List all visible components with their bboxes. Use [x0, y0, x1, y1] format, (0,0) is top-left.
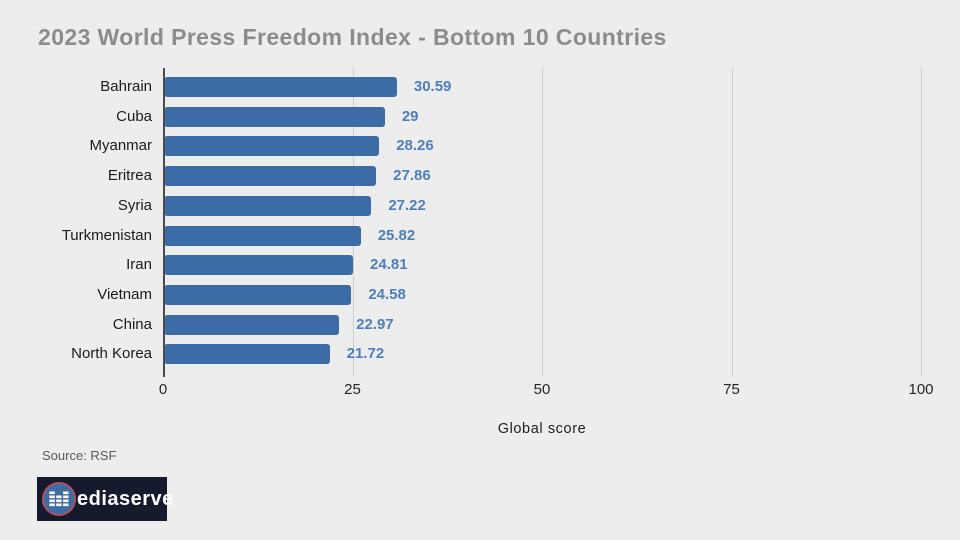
- bar: [165, 195, 372, 216]
- value-label: 21.72: [346, 345, 385, 363]
- chart-row: North Korea 21.72: [71, 339, 921, 369]
- value-label: 29: [401, 107, 419, 125]
- x-axis-title: Global score: [497, 421, 587, 437]
- bar: [165, 106, 385, 127]
- chart-row: Vietnam 24.58: [97, 280, 921, 310]
- category-label: Bahrain: [100, 78, 152, 95]
- category-label: Vietnam: [97, 285, 152, 303]
- category-label: Syria: [117, 196, 152, 214]
- bar: [165, 77, 397, 97]
- category-label: Eritrea: [107, 167, 152, 185]
- plot-area: Bahrain 30.59 Cuba 29 Myanmar 28.26 Eritrea 27.…: [62, 68, 922, 377]
- chart-row: Turkmenistan 25.82: [62, 221, 921, 251]
- source-note: Source: RSF: [42, 448, 117, 463]
- chart-title: 2023 World Press Freedom Index - Bottom …: [38, 24, 667, 50]
- value-label: 28.26: [396, 137, 434, 155]
- chart-row: Cuba 29: [116, 102, 921, 132]
- x-tick-label: 25: [344, 381, 361, 398]
- chart-row: Myanmar 28.26: [89, 131, 921, 161]
- bar: [165, 314, 340, 335]
- category-label: Iran: [126, 256, 152, 274]
- category-label: China: [112, 315, 152, 333]
- x-tick-label: 50: [533, 381, 551, 398]
- bar: [165, 166, 377, 187]
- category-label: North Korea: [71, 345, 152, 363]
- bar: [165, 255, 354, 276]
- value-label: 22.97: [356, 315, 394, 333]
- x-tick-label: 75: [723, 381, 740, 398]
- value-label: 25.82: [377, 226, 416, 244]
- gridline-25: [352, 68, 354, 377]
- x-tick-label: 0: [158, 381, 168, 398]
- chart-row: Bahrain 30.59: [100, 72, 921, 102]
- category-label: Turkmenistan: [61, 226, 152, 244]
- gridline-50: [542, 68, 543, 377]
- value-label: 27.86: [393, 167, 431, 185]
- gridline-75: [731, 68, 733, 377]
- bar: [165, 284, 352, 305]
- value-label: 24.58: [368, 285, 406, 303]
- value-label: 27.22: [388, 196, 426, 214]
- category-label: Cuba: [116, 107, 152, 125]
- gridline-100: [921, 68, 922, 377]
- x-tick-label: 100: [908, 381, 934, 398]
- category-label: Myanmar: [89, 137, 152, 155]
- y-axis-line: [163, 68, 165, 377]
- bar: [165, 225, 361, 246]
- chart-row: Iran 24.81: [126, 250, 921, 280]
- chart-row: Syria 27.22: [118, 191, 921, 221]
- chart-row: China 22.97: [113, 310, 921, 340]
- bar: [165, 136, 380, 157]
- bar: [165, 344, 330, 365]
- m-equalizer-icon: [42, 482, 76, 516]
- value-label: 30.59: [413, 78, 452, 95]
- value-label: 24.81: [370, 256, 408, 274]
- chart-row: Eritrea 27.86: [108, 161, 921, 191]
- logo: ediaserve: [37, 477, 173, 521]
- logo-text: ediaserve: [77, 487, 174, 510]
- x-axis-ticks: 0 25 50 75 100: [159, 381, 934, 401]
